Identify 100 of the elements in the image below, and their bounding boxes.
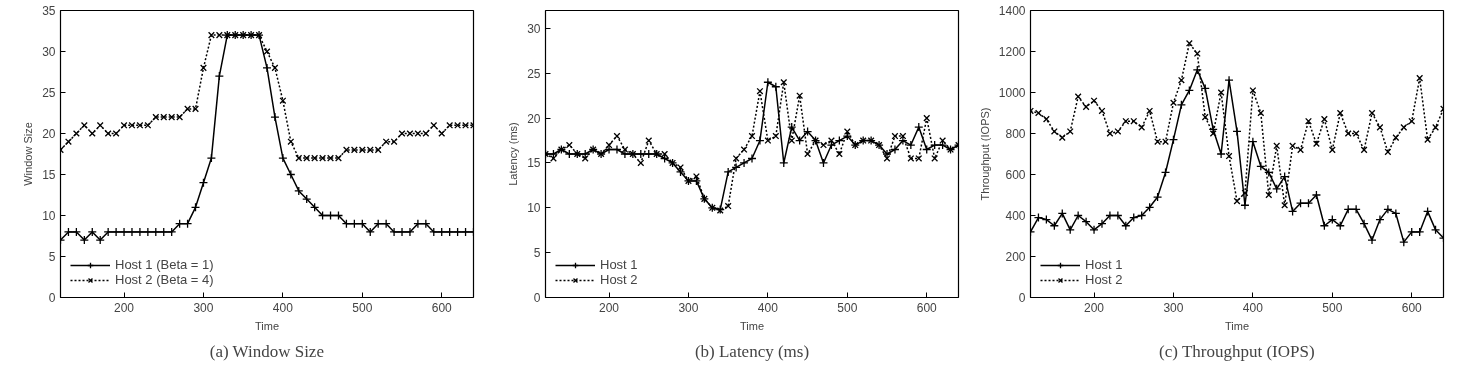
point (1297, 146, 1305, 154)
point (731, 162, 741, 173)
point (1105, 210, 1115, 221)
point (119, 227, 129, 237)
point (1050, 127, 1058, 135)
point (1066, 127, 1074, 135)
point (445, 227, 455, 237)
point (820, 141, 827, 149)
point (1383, 204, 1393, 214)
point (1233, 197, 1241, 205)
point (772, 132, 780, 140)
point (1074, 93, 1082, 101)
point (1265, 191, 1273, 199)
x-tick-label: 200 (599, 300, 620, 315)
point (1415, 227, 1425, 237)
point (1257, 109, 1265, 117)
point (1416, 74, 1424, 82)
point (1065, 225, 1075, 235)
point (1359, 219, 1369, 229)
point (1432, 123, 1440, 131)
point (1090, 97, 1098, 105)
point (135, 227, 145, 237)
point (763, 77, 773, 87)
point (1097, 219, 1107, 229)
point (906, 140, 916, 150)
y-tick-label: 0 (1018, 291, 1026, 305)
x-axis-title: Time (1224, 319, 1250, 332)
y-tick-label: 20 (42, 127, 56, 141)
y-tick-label: 200 (1005, 250, 1026, 264)
point (1169, 99, 1177, 107)
y-tick-label: 0 (48, 291, 56, 305)
y-tick-label: 800 (1005, 127, 1026, 141)
y-tick-label: 30 (42, 45, 56, 59)
point (151, 227, 161, 237)
point (1289, 142, 1297, 150)
point (397, 227, 407, 237)
y-tick-label: 15 (527, 156, 541, 171)
y-tick-label: 35 (42, 4, 56, 18)
point (1081, 217, 1091, 227)
x-axis-title: Time (739, 319, 765, 332)
point (923, 114, 931, 122)
point (1193, 50, 1201, 58)
point (1367, 235, 1377, 245)
point (278, 153, 288, 163)
point (1328, 146, 1336, 154)
text: (b) Latency (ms) (694, 341, 810, 361)
x-tick-label: 600 (916, 300, 938, 315)
point (167, 227, 177, 237)
point (88, 130, 96, 137)
point (1281, 201, 1289, 209)
point (914, 122, 924, 132)
y-tick-label: 5 (533, 246, 541, 261)
point (1177, 76, 1185, 84)
point (740, 146, 748, 153)
point (645, 137, 653, 145)
point (103, 227, 113, 237)
point (835, 150, 843, 158)
point (287, 138, 295, 146)
y-tick-label: 1200 (998, 45, 1026, 59)
point (95, 235, 105, 245)
point (818, 158, 829, 168)
point (1351, 204, 1361, 214)
y-tick-label: 10 (527, 201, 541, 216)
x-tick-label: 500 (837, 300, 858, 315)
point (72, 130, 80, 137)
y-tick-label: 1400 (998, 4, 1026, 18)
point (1249, 86, 1257, 94)
point (1320, 115, 1328, 123)
x-axis-title: Time (254, 319, 280, 332)
point (87, 227, 97, 237)
point (71, 227, 82, 237)
point (1430, 225, 1441, 235)
point (389, 227, 399, 237)
x-tick-label: 300 (1163, 300, 1184, 315)
point (429, 227, 439, 237)
point (890, 144, 900, 155)
point (732, 155, 740, 162)
text: (c) Throughput (IOPS) (1159, 341, 1315, 361)
point (1146, 107, 1154, 115)
point (214, 71, 224, 81)
x-tick-label: 400 (272, 300, 294, 315)
point (1400, 123, 1408, 131)
y-tick-label: 1000 (998, 86, 1026, 100)
point (270, 112, 280, 122)
point (882, 149, 892, 159)
point (1376, 123, 1384, 131)
y-tick-label: 400 (1005, 209, 1026, 223)
legend-label: Host 1 (1085, 257, 1123, 272)
point (452, 227, 463, 237)
point (756, 87, 764, 95)
point (79, 235, 89, 245)
point (1312, 140, 1320, 148)
point (1058, 134, 1066, 142)
point (1217, 89, 1225, 96)
y-tick-label: 15 (42, 168, 56, 182)
x-tick-label: 200 (1084, 300, 1105, 315)
y-tick-label: 0 (533, 291, 541, 305)
point (675, 167, 686, 177)
y-axis-title: Latency (ms) (507, 122, 520, 186)
point (405, 227, 415, 237)
